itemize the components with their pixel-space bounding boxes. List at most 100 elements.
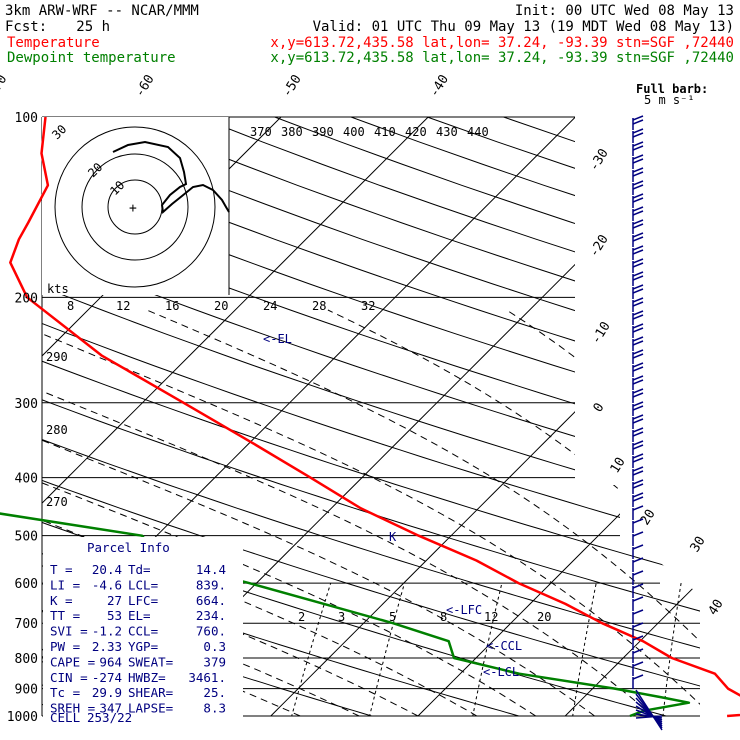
parcel-value: -4.6 — [92, 577, 122, 592]
level-label-k: K — [389, 530, 397, 544]
wind-barb-flag — [632, 115, 644, 121]
wind-barb-flag — [632, 128, 644, 134]
parcel-value: 25. — [203, 685, 226, 700]
parcel-label: Tc = — [50, 685, 80, 700]
mixing-ratio-line — [661, 583, 682, 716]
wind-barb-flag — [632, 184, 644, 190]
wind-barb — [635, 697, 663, 727]
theta-label: 430 — [436, 125, 458, 139]
theta-label: 290 — [46, 350, 68, 364]
wind-barb-flag — [632, 401, 644, 407]
wind-barb-flag — [632, 310, 644, 316]
isotherm-label: -70 — [0, 72, 10, 100]
wind-barb-flag — [632, 288, 644, 294]
dry-adiabat-line — [42, 117, 415, 716]
wind-barb-flag — [632, 236, 644, 242]
parcel-label: LCL= — [128, 577, 158, 592]
parcel-value: 3461. — [188, 670, 226, 685]
isotherm-label: 0 — [591, 401, 608, 416]
wind-barb-flag — [632, 271, 644, 277]
cell-label: CELL — [50, 710, 80, 725]
isotherm-line — [404, 117, 700, 716]
parcel-label: CAPE = — [50, 654, 95, 669]
hodograph-speed-label: 28 — [312, 299, 326, 313]
mixing-ratio-label: 5 — [389, 610, 396, 624]
wind-barbs — [632, 115, 663, 731]
isotherm-label: 20 — [638, 507, 659, 528]
wind-barb-flag — [632, 648, 644, 654]
wind-barb-flag — [632, 557, 644, 563]
wind-barb-flag — [632, 388, 644, 394]
mixing-ratio-line — [469, 582, 503, 716]
parcel-label: SVI = — [50, 624, 88, 639]
mixing-ratio-line — [287, 582, 332, 716]
dry-adiabat-line — [42, 117, 700, 716]
isotherm-label: 10 — [608, 455, 629, 476]
theta-label: 370 — [250, 125, 272, 139]
hodograph-ring — [81, 153, 189, 261]
parcel-label: LI = — [50, 577, 80, 592]
theta-label: 270 — [46, 495, 68, 509]
hodograph-center-mark: + — [129, 201, 137, 216]
wind-barb-flag — [632, 496, 644, 502]
wind-barb-flag — [632, 479, 644, 485]
wind-barb-legend-1: Full barb: — [636, 82, 708, 96]
theta-label: 410 — [374, 125, 396, 139]
parcel-value: -1.2 — [92, 624, 122, 639]
isotherm-label: -10 — [589, 319, 614, 347]
wind-barb-flag — [632, 418, 644, 424]
parcel-label: SWEAT= — [128, 654, 173, 669]
wind-barb-flag — [632, 258, 644, 264]
level-label-lcl: <-LCL — [483, 665, 519, 679]
wind-barb-flag — [632, 262, 644, 268]
hodograph-speed-label: 24 — [263, 299, 277, 313]
dewpoint-profile — [0, 512, 691, 718]
hodograph-unit-label: kts — [47, 282, 69, 296]
wind-barb-flag — [632, 483, 644, 489]
hodograph-speed-label: 8 — [67, 299, 74, 313]
parcel-label: EL= — [128, 608, 151, 623]
pressure-tick-label: 100 — [15, 111, 38, 126]
parcel-value: 29.9 — [92, 685, 122, 700]
isotherm-label: -50 — [280, 72, 305, 100]
mixing-ratio-line — [570, 583, 597, 716]
wind-barb-flag — [632, 323, 644, 329]
parcel-label: SHEAR= — [128, 685, 173, 700]
wind-barb-flag — [632, 132, 644, 138]
hodograph-trace — [112, 140, 230, 214]
wind-barb-flag — [632, 531, 644, 537]
moist-adiabat-line — [42, 309, 595, 716]
parcel-value: 0.3 — [203, 639, 226, 654]
temperature-location: x,y=613.72,435.58 lat,lon= 37.24, -93.39… — [270, 35, 734, 51]
hodograph-panel — [42, 117, 229, 295]
wind-barb-flag — [632, 544, 644, 550]
mixing-ratio-label: 3 — [338, 610, 345, 624]
wind-barb-flag — [632, 219, 644, 225]
dewpoint-location: x,y=613.72,435.58 lat,lon= 37.24, -93.39… — [270, 50, 734, 66]
wind-barb-flag — [632, 570, 644, 576]
parcel-info-box: Parcel Info T = 20.4 Td= 14.4 LI = -4.6 LCL= 83… — [43, 537, 243, 725]
wind-barb-flag — [632, 145, 644, 151]
parcel-info-title: Parcel Info — [87, 540, 170, 555]
parcel-value: 2.33 — [92, 639, 122, 654]
parcel-value: 53 — [107, 608, 122, 623]
temperature-legend: Temperature — [7, 35, 100, 51]
moist-adiabat-line — [506, 309, 700, 716]
wind-barb — [635, 713, 663, 719]
parcel-label: HWBZ= — [128, 670, 166, 685]
moist-adiabat-line — [42, 309, 700, 716]
pressure-tick-label: 300 — [15, 397, 38, 412]
mixing-ratio-label: 12 — [484, 610, 498, 624]
dry-adiabat-line — [503, 117, 700, 716]
parcel-value: 14.4 — [196, 562, 226, 577]
dry-adiabat-line — [42, 117, 700, 716]
wind-barb-flag — [632, 674, 644, 680]
wind-barb-flag — [632, 210, 644, 216]
isotherm-label: 30 — [688, 534, 709, 555]
wind-barb-flag — [632, 284, 644, 290]
wind-barb-flag — [632, 635, 644, 641]
wind-barb — [635, 701, 663, 725]
pressure-tick-label: 200 — [15, 291, 38, 306]
wind-barb-flag — [632, 622, 644, 628]
